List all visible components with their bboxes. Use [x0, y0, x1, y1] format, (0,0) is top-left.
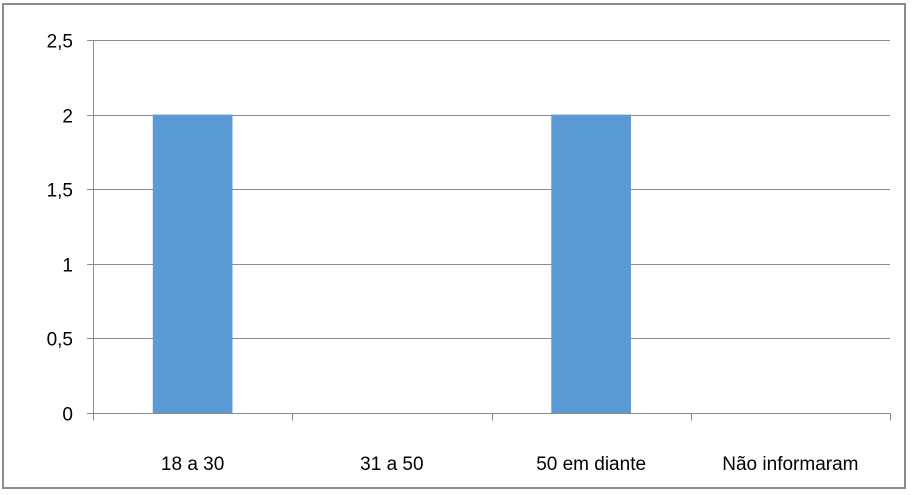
y-tick-label: 1,5 [47, 181, 73, 202]
bars [152, 114, 631, 413]
x-tick-label: Não informaram [722, 454, 858, 475]
y-tick-label: 1 [62, 256, 73, 277]
y-tick-label: 2 [62, 107, 73, 128]
x-tick-label: 18 a 30 [161, 454, 224, 475]
bar [152, 114, 233, 413]
y-tick-label: 2,5 [47, 32, 73, 53]
bar [551, 114, 631, 413]
axes [87, 40, 891, 421]
chart-frame [2, 3, 906, 489]
x-tick-labels: 18 a 30 31 a 50 50 em diante Não informaram [161, 454, 859, 475]
y-tick-label: 0,5 [47, 330, 73, 351]
y-tick-labels: 0 0,5 1 1,5 2 2,5 [47, 32, 73, 426]
y-tick-label: 0 [62, 405, 73, 426]
x-tick-label: 50 em diante [536, 454, 646, 475]
x-tick-label: 31 a 50 [360, 454, 423, 475]
